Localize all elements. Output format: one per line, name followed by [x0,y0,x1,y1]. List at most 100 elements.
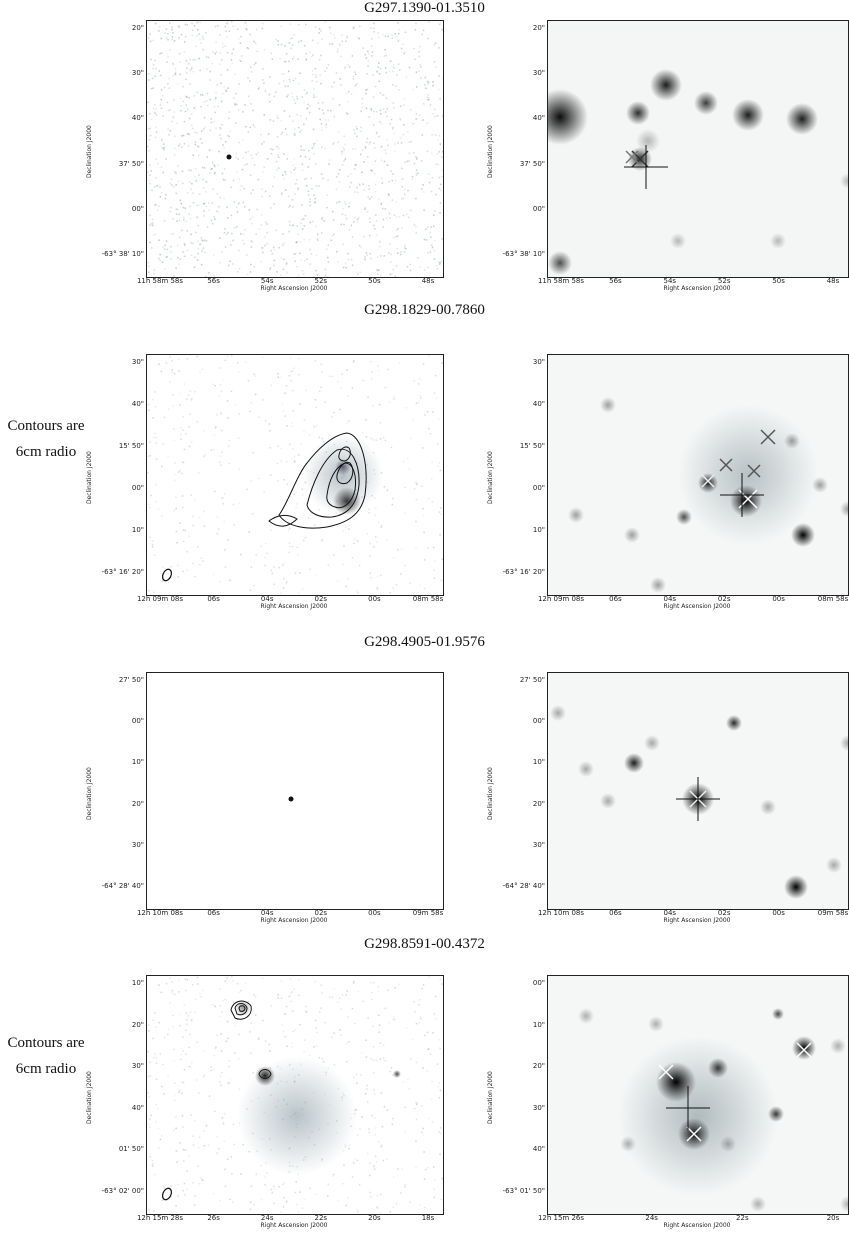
noise-pixel [283,73,285,76]
noise-pixel [366,137,369,140]
noise-pixel [233,524,236,526]
noise-pixel [247,77,249,79]
noise-pixel [187,132,190,135]
x-marker [625,150,639,164]
noise-pixel [340,223,342,226]
noise-pixel [183,216,185,219]
noise-pixel [355,125,358,128]
noise-pixel [178,370,180,372]
noise-pixel [177,1195,179,1197]
noise-pixel [194,143,197,146]
noise-pixel [257,477,260,480]
noise-pixel [176,208,178,210]
noise-pixel [189,58,192,61]
noise-pixel [356,191,359,194]
noise-pixel [291,425,294,427]
noise-pixel [147,128,150,130]
x-tick-label: 52s [717,277,731,285]
noise-pixel [415,86,418,88]
noise-pixel [295,503,298,505]
noise-pixel [357,591,359,594]
noise-pixel [214,490,216,493]
noise-pixel [361,106,364,108]
noise-pixel [428,976,430,978]
noise-pixel [330,239,332,242]
noise-pixel [276,136,279,138]
noise-pixel [207,104,209,107]
y-axis-label: Declination J2000 [86,125,93,178]
noise-pixel [153,554,156,556]
noise-pixel [281,43,283,46]
noise-pixel [423,1206,426,1209]
noise-pixel [312,143,315,145]
noise-pixel [280,193,283,195]
noise-pixel [174,71,177,74]
noise-pixel [397,63,400,65]
noise-pixel [219,261,221,264]
noise-pixel [260,224,262,226]
noise-pixel [228,439,231,442]
noise-pixel [266,1171,268,1174]
noise-pixel [173,99,175,101]
noise-pixel [178,37,180,39]
noise-pixel [292,44,294,47]
emission-blob [826,857,842,873]
noise-pixel [337,141,339,143]
noise-pixel [370,377,373,380]
noise-pixel [147,455,150,458]
noise-pixel [210,1066,212,1068]
noise-pixel [297,233,299,236]
noise-pixel [291,545,294,548]
noise-pixel [155,108,158,110]
noise-pixel [261,356,264,359]
noise-pixel [151,218,154,221]
noise-pixel [250,402,253,404]
noise-pixel [431,134,433,136]
noise-pixel [371,991,373,994]
noise-pixel [217,1152,219,1155]
noise-pixel [281,131,284,134]
noise-pixel [185,95,187,98]
noise-pixel [178,61,181,63]
noise-pixel [209,172,211,175]
noise-pixel [216,414,218,416]
noise-pixel [158,30,160,32]
noise-pixel [200,995,202,998]
noise-pixel [311,187,313,190]
noise-pixel [370,437,373,440]
noise-pixel [374,536,377,538]
noise-pixel [253,63,256,66]
noise-pixel [332,97,334,100]
noise-pixel [219,1075,222,1078]
noise-pixel [159,74,162,77]
noise-pixel [250,71,253,73]
x-tick-label: 06s [207,909,220,917]
noise-pixel [150,170,152,172]
noise-pixel [432,546,435,549]
source-title-3: G298.4905-01.9576 [364,634,485,650]
source-title-4: G298.8591-00.4372 [364,936,485,952]
noise-pixel [354,217,356,219]
noise-pixel [418,70,420,73]
noise-pixel [297,276,300,277]
noise-pixel [194,575,196,578]
noise-pixel [161,465,163,468]
noise-pixel [224,246,227,248]
noise-pixel [241,168,244,171]
noise-pixel [183,383,186,385]
noise-pixel [264,90,267,92]
noise-pixel [395,583,398,586]
noise-pixel [188,535,190,537]
noise-pixel [239,42,242,44]
noise-pixel [294,77,297,80]
noise-pixel [228,111,231,113]
noise-pixel [434,210,436,212]
noise-pixel [334,37,336,39]
noise-pixel [398,89,400,91]
noise-pixel [282,1206,285,1208]
noise-pixel [304,156,307,158]
noise-pixel [182,461,185,464]
noise-pixel [189,83,191,85]
noise-pixel [386,164,389,167]
noise-pixel [354,73,357,76]
